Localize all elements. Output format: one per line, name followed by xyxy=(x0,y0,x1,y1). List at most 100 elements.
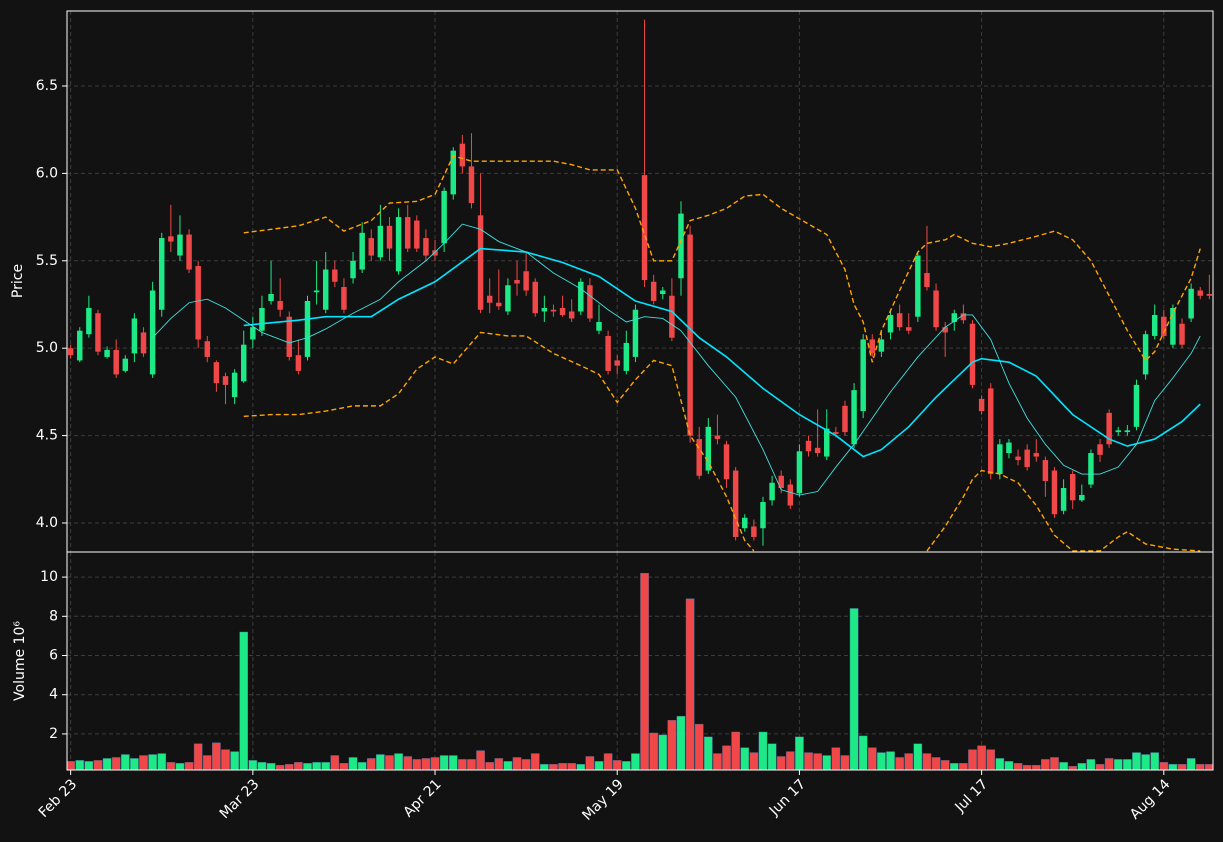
volume-bar xyxy=(1205,764,1213,770)
volume-bar xyxy=(786,751,795,770)
candle-body xyxy=(660,290,666,294)
candle-body xyxy=(231,372,238,398)
candle-body xyxy=(532,281,538,314)
candle-body xyxy=(896,313,903,328)
volume-bar xyxy=(1022,765,1032,770)
axes-frame xyxy=(66,551,1214,771)
candle-body xyxy=(1015,456,1021,461)
volume-bar xyxy=(1095,764,1105,770)
volume-bar xyxy=(84,761,94,770)
bollinger-band xyxy=(243,331,1201,552)
volume-bar xyxy=(831,747,841,770)
volume-bar xyxy=(430,757,440,770)
volume-bar xyxy=(749,752,759,770)
volume-bar xyxy=(330,755,340,770)
candle-body xyxy=(550,309,557,312)
volume-bar xyxy=(366,758,376,770)
volume-bar xyxy=(1177,764,1187,770)
candle-body xyxy=(168,236,174,242)
volume-bar xyxy=(348,757,358,770)
candle-body xyxy=(1088,453,1094,485)
volume-bar xyxy=(822,755,832,770)
candle-body xyxy=(705,426,712,471)
volume-bar xyxy=(758,731,768,770)
moving-average xyxy=(243,247,1201,458)
volume-bar xyxy=(476,750,485,770)
volume-bar xyxy=(1150,752,1159,770)
volume-bar xyxy=(1132,752,1141,770)
volume-bar xyxy=(949,763,959,770)
candle-body xyxy=(195,266,201,340)
y-tick-label: 2 xyxy=(49,726,58,742)
volume-bar xyxy=(1186,758,1196,770)
candle-body xyxy=(423,238,429,256)
y-tick-label: 4.5 xyxy=(36,428,58,444)
volume-bar xyxy=(303,763,312,770)
candle-body xyxy=(213,362,220,384)
candle-body xyxy=(186,234,192,270)
y-axis-label: Volume 10⁶ xyxy=(12,621,28,701)
candle-body xyxy=(1124,430,1131,433)
candle-body xyxy=(1042,460,1049,482)
candle-body xyxy=(814,447,821,454)
candle-body xyxy=(787,484,794,506)
candle-body xyxy=(833,432,839,434)
candle-body xyxy=(332,269,338,282)
volume-bar xyxy=(111,757,121,770)
volume-bar xyxy=(494,758,504,770)
candle-body xyxy=(860,339,866,412)
volume-bar xyxy=(248,760,258,770)
candle-body xyxy=(723,444,730,480)
volume-bar xyxy=(512,757,522,770)
volume-bar xyxy=(266,763,276,770)
candle-body xyxy=(441,190,447,244)
candle-body xyxy=(1197,290,1203,296)
volume-bar xyxy=(294,762,303,770)
candle-body xyxy=(386,225,393,249)
volume-bar xyxy=(1113,759,1123,770)
candle-body xyxy=(1033,453,1040,457)
volume-bar xyxy=(986,749,996,770)
volume-bar xyxy=(412,759,422,770)
volume-bar xyxy=(148,754,157,770)
volume-bar xyxy=(731,731,740,770)
candle-body xyxy=(641,175,648,281)
volume-bar xyxy=(1195,764,1205,770)
candle-body xyxy=(295,355,302,371)
candle-body xyxy=(350,260,356,279)
volume-bar xyxy=(485,762,494,770)
candle-body xyxy=(304,300,311,357)
volume-bar xyxy=(858,735,868,770)
volume-bar xyxy=(312,762,321,770)
volume-bar xyxy=(840,755,850,770)
candle-body xyxy=(924,273,930,288)
volume-bar xyxy=(121,754,130,770)
candle-body xyxy=(86,307,92,335)
volume-bar xyxy=(940,760,950,770)
y-tick-label: 6 xyxy=(49,648,58,664)
candle-body xyxy=(222,376,229,385)
volume-bar xyxy=(867,747,877,770)
volume-bar xyxy=(212,742,221,770)
candle-body xyxy=(1206,293,1213,296)
volume-bar xyxy=(540,764,549,770)
candle-body xyxy=(140,332,147,354)
candle-body xyxy=(969,323,976,385)
volume-bar xyxy=(959,763,968,770)
plot-area xyxy=(67,552,1213,770)
volume-bar xyxy=(321,762,331,770)
volume-bar xyxy=(1159,762,1169,770)
volume-bar xyxy=(895,757,904,770)
volume-bar xyxy=(385,755,394,770)
volume-bar xyxy=(257,762,267,770)
volume-bar xyxy=(1041,759,1050,770)
volume-bar xyxy=(1013,763,1023,770)
volume-bar xyxy=(886,751,895,770)
candle-body xyxy=(104,349,110,357)
candle-body xyxy=(313,290,320,293)
volume-bar xyxy=(157,753,167,770)
candle-body xyxy=(887,314,894,333)
candle-body xyxy=(960,313,967,321)
